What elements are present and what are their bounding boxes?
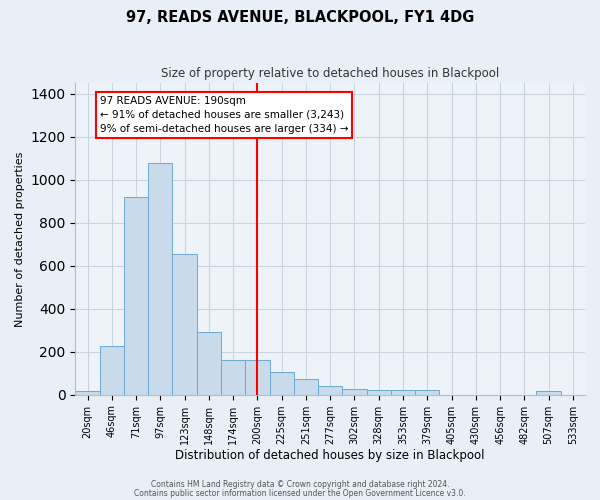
Bar (536, 392, 561, 394)
Text: Contains HM Land Registry data © Crown copyright and database right 2024.: Contains HM Land Registry data © Crown c… (151, 480, 449, 489)
Bar (76, 392, 100, 394)
Bar (318, 386, 343, 394)
Bar (391, 390, 415, 394)
Text: 97 READS AVENUE: 190sqm
← 91% of detached houses are smaller (3,243)
9% of semi-: 97 READS AVENUE: 190sqm ← 91% of detache… (100, 96, 348, 134)
Bar (221, 360, 245, 394)
Bar (294, 379, 318, 394)
X-axis label: Distribution of detached houses by size in Blackpool: Distribution of detached houses by size … (175, 450, 485, 462)
Bar (343, 390, 367, 394)
Bar (367, 390, 391, 394)
Text: Contains public sector information licensed under the Open Government Licence v3: Contains public sector information licen… (134, 488, 466, 498)
Text: 97, READS AVENUE, BLACKPOOL, FY1 4DG: 97, READS AVENUE, BLACKPOOL, FY1 4DG (126, 10, 474, 25)
Bar (172, 254, 197, 394)
Bar (124, 198, 148, 394)
Bar (269, 372, 294, 394)
Bar (197, 332, 221, 394)
Bar (100, 346, 124, 395)
Bar (245, 360, 269, 394)
Y-axis label: Number of detached properties: Number of detached properties (15, 151, 25, 326)
Title: Size of property relative to detached houses in Blackpool: Size of property relative to detached ho… (161, 68, 499, 80)
Bar (415, 390, 439, 394)
Bar (148, 162, 172, 394)
